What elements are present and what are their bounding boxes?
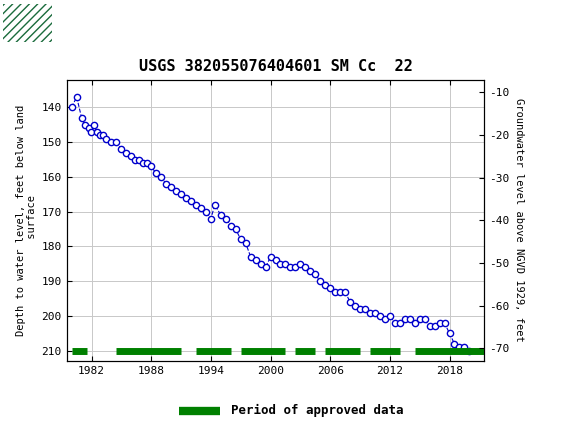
Title: USGS 382055076404601 SM Cc  22: USGS 382055076404601 SM Cc 22 bbox=[139, 59, 412, 74]
Y-axis label: Depth to water level, feet below land
 surface: Depth to water level, feet below land su… bbox=[16, 105, 38, 336]
Text: USGS: USGS bbox=[58, 14, 113, 31]
Bar bbox=[3, 3, 52, 42]
Bar bbox=[3, 3, 52, 42]
Y-axis label: Groundwater level above NGVD 1929, feet: Groundwater level above NGVD 1929, feet bbox=[513, 98, 524, 342]
Text: Period of approved data: Period of approved data bbox=[231, 404, 403, 417]
